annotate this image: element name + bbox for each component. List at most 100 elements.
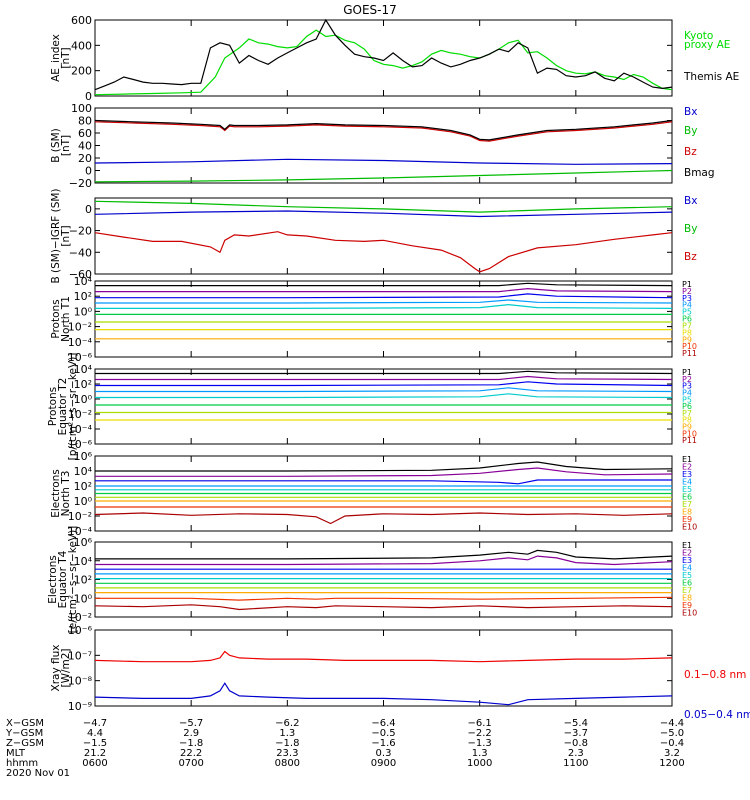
y-axis-label: Protons	[50, 299, 62, 338]
legend-entry: E8	[682, 508, 692, 517]
series-P2	[95, 287, 673, 293]
legend-entry: P10	[682, 429, 697, 438]
y-tick-label: 10⁴	[74, 465, 93, 478]
panel-frame	[94, 629, 673, 707]
legend-entry: E5	[682, 485, 692, 494]
y-tick-label: 10⁻⁷	[68, 649, 92, 662]
y-axis-label: Protons	[47, 387, 59, 426]
legend-entry: E10	[682, 523, 697, 532]
x-axis-value: 1.3	[279, 728, 295, 739]
x-axis-value: −6.1	[468, 718, 492, 729]
legend-entry: E4	[682, 564, 692, 573]
legend: 0.1−0.8 nm 0.05−0.4 nm	[684, 669, 750, 721]
legend-entry: E1	[682, 455, 692, 464]
x-axis-row-label: X−GSM	[6, 718, 44, 729]
x-axis-value: 1200	[659, 758, 684, 769]
y-tick-label: 10⁻⁴	[68, 423, 93, 436]
y-tick-label: 10²	[74, 378, 92, 391]
legend-entry: P6	[682, 402, 692, 411]
y-tick-label: 10⁻⁹	[68, 700, 92, 713]
panel-frame	[94, 280, 673, 358]
legend-entry: Bz	[684, 146, 697, 158]
series-P3	[95, 381, 673, 387]
legend-entry: P11	[682, 349, 697, 358]
x-axis-value: −1.8	[275, 738, 299, 749]
series-E2	[95, 555, 673, 566]
x-axis-value: 1.3	[472, 748, 488, 759]
legend-entry: P8	[682, 416, 692, 425]
series-P4	[95, 387, 673, 393]
legend-entry: P10	[682, 342, 697, 351]
y-tick-label: 600	[71, 14, 92, 27]
legend-entry: P1	[682, 280, 692, 289]
legend-entry: E3	[682, 470, 692, 479]
y-tick-label: 10⁻²	[68, 611, 92, 624]
y-axis-label: North T3	[60, 471, 72, 517]
series-E2	[95, 467, 673, 477]
y-axis-label: B (SM)	[50, 128, 62, 162]
x-axis-value: 1000	[467, 758, 492, 769]
legend-entry: E8	[682, 594, 692, 603]
series-P4	[95, 299, 673, 304]
x-axis-value: −1.6	[371, 738, 395, 749]
legend-entry: E7	[682, 500, 692, 509]
y-axis-label: Xray flux	[50, 645, 62, 692]
x-axis-value: −2.2	[468, 728, 492, 739]
panel-frame	[94, 107, 673, 184]
y-tick-label: 0	[85, 165, 92, 178]
y-tick-label: 10⁶	[74, 536, 93, 549]
y-tick-label: 100	[71, 102, 92, 115]
x-axis-value: −4.4	[660, 718, 684, 729]
legend-entry: Bx	[684, 195, 697, 207]
x-axis-value: 2.9	[183, 728, 199, 739]
legend-entry: By	[684, 223, 697, 235]
legend-entry: E5	[682, 571, 692, 580]
x-axis-value: 23.3	[276, 748, 298, 759]
series-Bz	[94, 231, 673, 273]
x-axis-value: −1.3	[468, 738, 492, 749]
legend: Bx By Bz Bmag	[684, 106, 715, 179]
series-0-05-0-4-nm	[94, 682, 673, 706]
legend-entry: Bz	[684, 251, 697, 263]
legend-entry: Themis AE	[683, 71, 739, 83]
y-tick-label: 10⁻²	[68, 510, 92, 523]
series-E3	[95, 479, 672, 485]
y-tick-label: −60	[69, 268, 92, 281]
series-Bmag	[94, 119, 673, 141]
x-axis-value: −0.8	[564, 738, 588, 749]
y-axis-label: [e/(cm²−s−sr−keV)]	[67, 526, 79, 634]
legend-entry: P2	[682, 375, 692, 384]
y-axis-label: [nT]	[60, 225, 72, 246]
panel-xray: 10⁻⁶ 10⁻⁷ 10⁻⁸ 10⁻⁹ Xray flux[W/m2] 0.1−0.8 n…	[50, 624, 750, 721]
panel-bigrf: −60 −40 −20 0 B (SM)−IGRF (SM)[nT] Bx By Bz	[50, 188, 697, 283]
series-P5	[95, 393, 673, 399]
y-tick-label: 10⁰	[74, 305, 93, 318]
legend-entry: By	[684, 125, 697, 137]
y-axis-label: Electrons	[47, 555, 59, 604]
legend-entry: P9	[682, 423, 692, 432]
y-tick-label: 40	[78, 140, 92, 153]
series-P5	[95, 303, 673, 309]
y-axis-label: North T1	[60, 296, 72, 342]
legend-entry: E9	[682, 601, 692, 610]
x-axis-row-label: Y−GSM	[5, 728, 43, 739]
x-axis-row-label: hhmm	[6, 758, 38, 769]
y-tick-label: −40	[69, 246, 92, 259]
legend-entry: P3	[682, 382, 692, 391]
x-axis-value: −1.8	[179, 738, 203, 749]
y-tick-label: 200	[71, 65, 92, 78]
y-tick-label: 10⁴	[74, 555, 93, 568]
legend-entry: Bx	[684, 106, 697, 118]
y-tick-label: 10⁰	[74, 592, 93, 605]
x-axis-value: −0.4	[660, 738, 684, 749]
y-tick-label: −20	[69, 177, 92, 190]
y-tick-label: 10⁻²	[68, 321, 92, 334]
